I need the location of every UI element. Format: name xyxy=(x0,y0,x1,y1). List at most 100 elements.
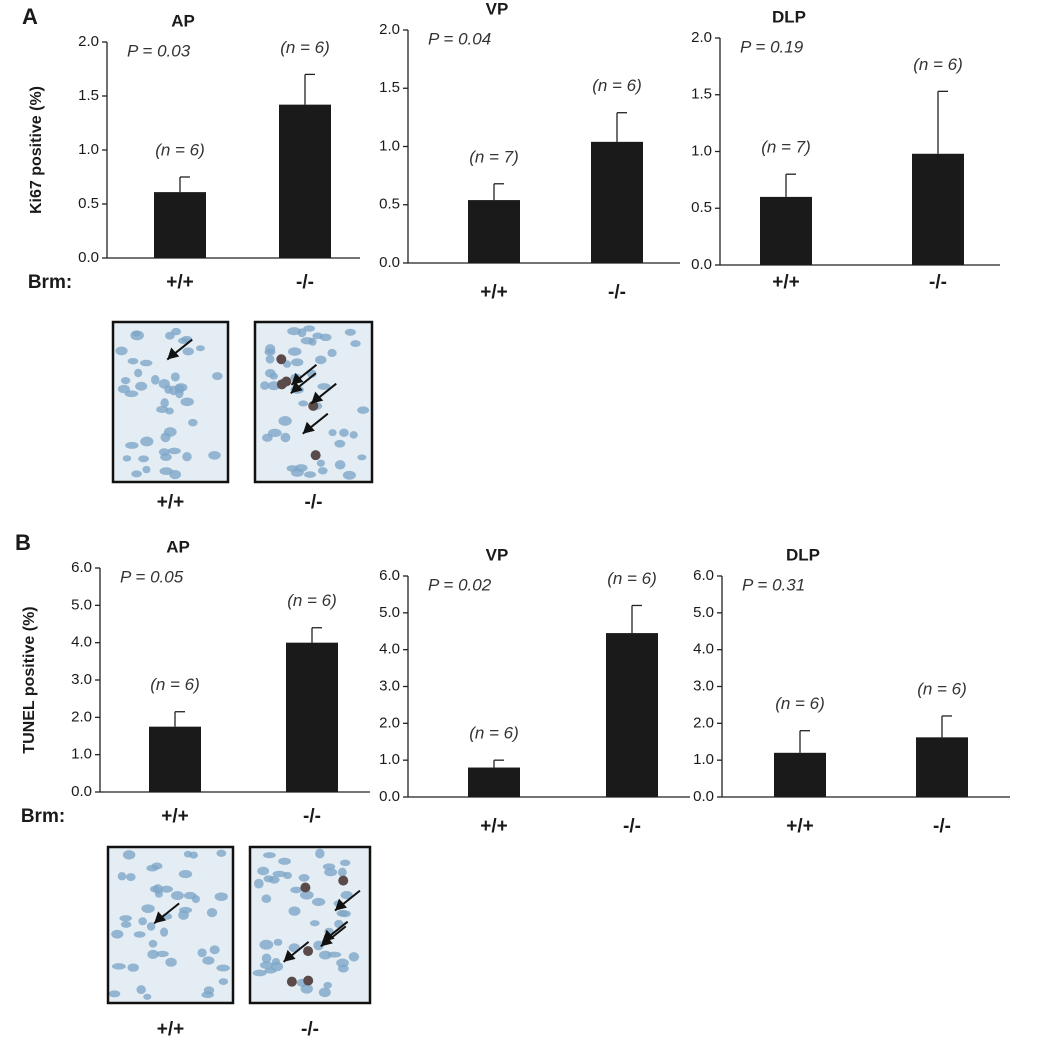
micrograph xyxy=(106,845,235,1005)
cell xyxy=(138,917,147,926)
cell xyxy=(334,460,346,470)
cell xyxy=(209,945,220,955)
n-label: (n = 6) xyxy=(775,694,825,713)
n-label: (n = 6) xyxy=(913,55,963,74)
y-tick-label: 0.0 xyxy=(691,256,712,273)
bar xyxy=(774,752,826,797)
cell xyxy=(315,848,325,859)
y-tick-label: 4.0 xyxy=(379,641,400,658)
cell xyxy=(259,939,274,950)
cell xyxy=(122,455,132,462)
cell xyxy=(165,957,177,967)
bar xyxy=(154,192,206,258)
y-tick-label: 2.0 xyxy=(78,33,99,50)
x-tick-label: +/+ xyxy=(166,272,193,293)
cell xyxy=(287,327,301,336)
cell xyxy=(252,969,267,977)
y-tick-label: 0.5 xyxy=(691,199,712,216)
x-tick-label: -/- xyxy=(608,282,626,303)
cell xyxy=(108,990,121,998)
y-tick-label: 6.0 xyxy=(693,567,714,584)
cell xyxy=(122,850,136,860)
cell xyxy=(141,904,155,914)
cell xyxy=(216,849,227,857)
y-tick-label: 5.0 xyxy=(693,604,714,621)
y-tick-label: 6.0 xyxy=(71,559,92,576)
cell xyxy=(140,436,154,447)
cell xyxy=(278,857,291,865)
y-tick-label: 3.0 xyxy=(379,677,400,694)
cell xyxy=(291,358,304,367)
cell xyxy=(163,427,177,437)
y-tick-label: 0.0 xyxy=(379,254,400,271)
cell xyxy=(202,956,215,965)
cell xyxy=(178,870,193,879)
cell xyxy=(133,931,146,938)
cell xyxy=(195,345,205,352)
cell xyxy=(156,405,169,414)
y-tick-label: 4.0 xyxy=(693,641,714,658)
y-tick-label: 0.0 xyxy=(693,788,714,805)
cell xyxy=(111,929,124,939)
cell xyxy=(160,885,173,893)
y-tick-label: 1.5 xyxy=(691,86,712,103)
cell xyxy=(339,859,351,867)
cell xyxy=(286,465,299,472)
cell xyxy=(182,347,194,356)
cell xyxy=(115,346,128,356)
y-tick-label: 5.0 xyxy=(71,596,92,613)
p-value: P = 0.04 xyxy=(428,29,491,48)
cell xyxy=(265,344,276,354)
cell xyxy=(206,908,218,918)
cell xyxy=(350,340,361,347)
cell xyxy=(342,470,356,480)
cell xyxy=(160,927,169,937)
cell xyxy=(254,878,264,889)
micrograph-frame xyxy=(106,845,235,1005)
y-tick-label: 5.0 xyxy=(379,604,400,621)
arrow-head xyxy=(311,391,324,404)
panel-label: B xyxy=(15,530,31,555)
bar xyxy=(591,141,643,263)
x-tick-label: -/- xyxy=(303,806,321,827)
cell xyxy=(171,891,184,901)
y-tick-label: 1.5 xyxy=(78,87,99,104)
bar xyxy=(286,642,338,792)
cell xyxy=(156,950,169,958)
n-label: (n = 7) xyxy=(469,147,519,166)
y-tick-label: 0.0 xyxy=(71,783,92,800)
y-tick-label: 2.0 xyxy=(379,714,400,731)
micrograph-frame xyxy=(248,845,372,1005)
cell xyxy=(263,852,276,859)
stained-cell xyxy=(308,400,319,411)
cell xyxy=(261,953,272,964)
arrow-head xyxy=(283,949,296,962)
cell xyxy=(146,864,159,872)
cell xyxy=(170,372,180,382)
cell xyxy=(189,851,199,859)
cell xyxy=(135,381,148,391)
cell xyxy=(278,416,292,426)
p-value: P = 0.02 xyxy=(428,575,492,594)
cell xyxy=(180,397,194,407)
cell xyxy=(317,467,328,475)
x-tick-label: +/+ xyxy=(772,272,799,293)
cell xyxy=(265,354,275,364)
y-tick-label: 1.0 xyxy=(78,141,99,158)
arrow-head xyxy=(334,898,347,911)
cell xyxy=(131,470,142,478)
cell xyxy=(297,328,307,338)
cell xyxy=(132,330,141,337)
chart-title: VP xyxy=(486,545,509,564)
cell xyxy=(257,866,270,876)
cell xyxy=(327,348,337,358)
bar xyxy=(149,726,201,792)
y-tick-label: 6.0 xyxy=(379,567,400,584)
stained-cell xyxy=(286,976,297,987)
cell xyxy=(182,452,192,462)
arrow-head xyxy=(290,381,303,394)
x-tick-label: -/- xyxy=(623,816,641,837)
chart-title: VP xyxy=(486,0,509,18)
cell xyxy=(313,940,324,951)
cell xyxy=(139,359,153,367)
